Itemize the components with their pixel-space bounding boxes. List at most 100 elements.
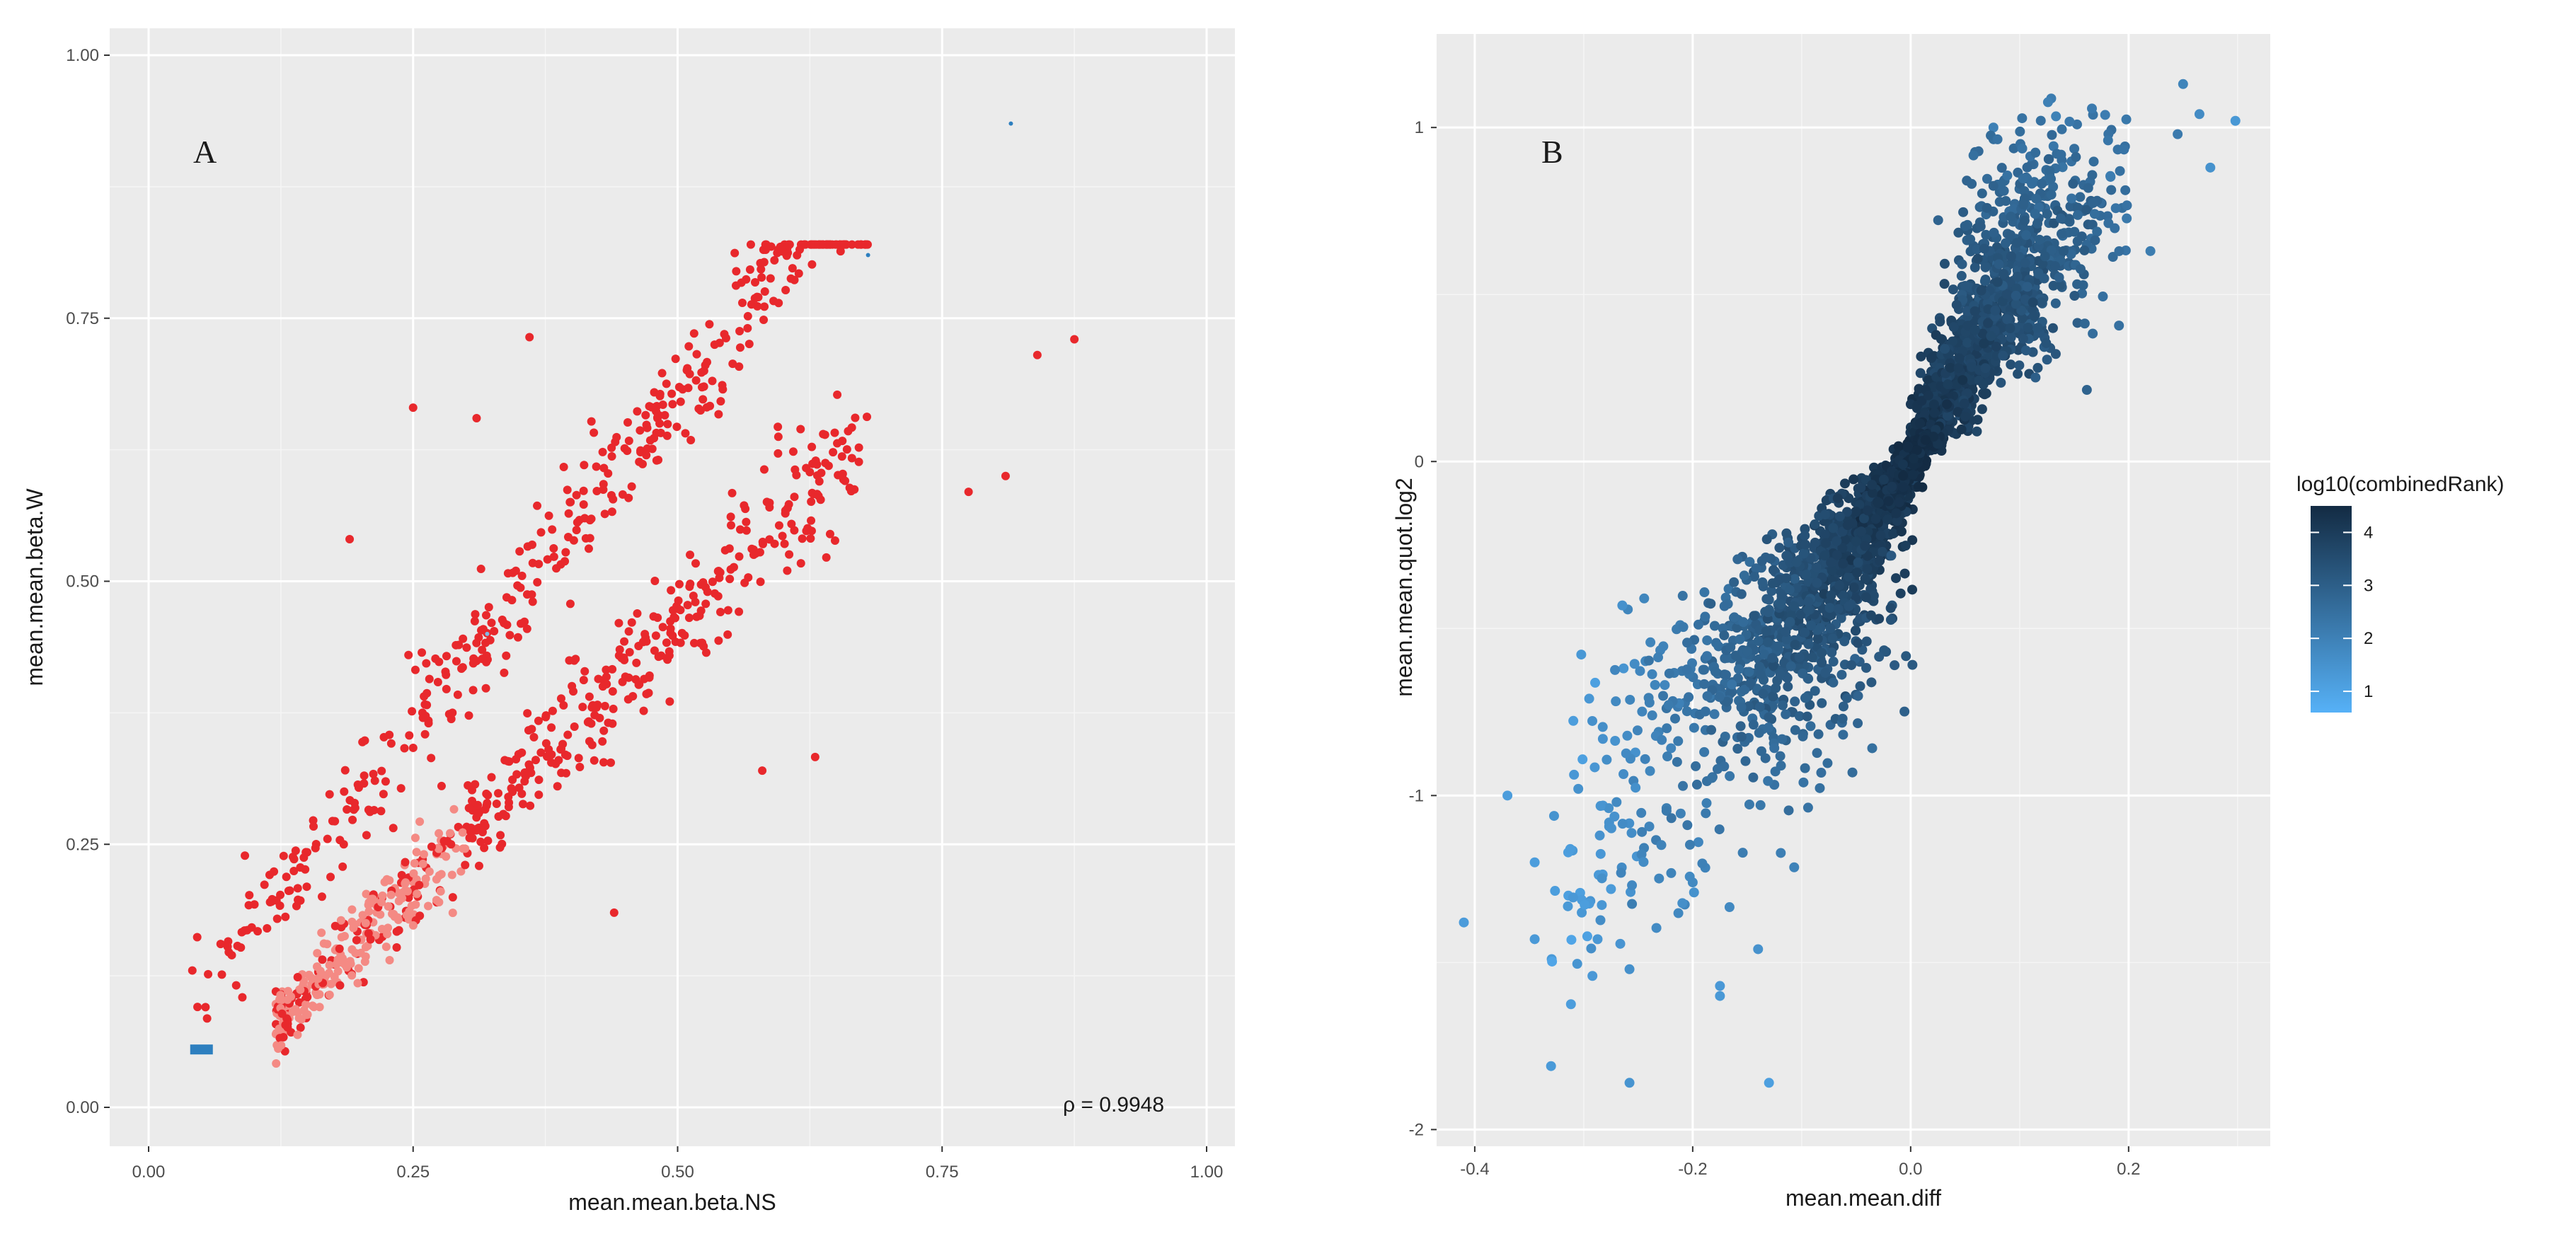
panel-b-point	[1660, 680, 1670, 691]
panel-b-point	[2017, 143, 2028, 154]
panel-b-point-sparse	[1597, 873, 1607, 884]
panel-a-point-lower	[507, 784, 516, 793]
panel-b-point-sparse	[1666, 813, 1677, 824]
panel-a-point-lower	[447, 870, 456, 880]
panel-a-point-outlier	[758, 766, 767, 775]
panel-a-point-lower	[335, 981, 345, 990]
panel-b-point	[1928, 432, 1939, 442]
panel-b-point-sparse	[1847, 767, 1858, 778]
panel-a-point-lower	[571, 655, 580, 664]
panel-a-point-lower	[822, 553, 831, 562]
panel-a-point-lower	[830, 536, 839, 545]
panel-a-point-lower	[483, 836, 493, 846]
panel-b-point-sparse	[1595, 915, 1606, 925]
panel-a-point-lower	[378, 891, 387, 900]
panel-a-point-lower	[744, 573, 753, 582]
panel-b-point	[1768, 691, 1778, 702]
panel-a-point-lower	[419, 850, 428, 859]
legend-tick-label: 4	[2364, 523, 2373, 542]
panel-b-point-sparse	[1720, 732, 1730, 742]
panel-b-point-sparse	[1853, 718, 1863, 729]
panel-a-point-lower	[519, 800, 528, 809]
panel-b-point	[1907, 584, 1918, 595]
panel-a-x-axis-title: mean.mean.beta.NS	[568, 1189, 776, 1215]
panel-a-point-lower	[418, 859, 427, 868]
panel-b-point-sparse	[1657, 734, 1667, 745]
panel-a-point-upper	[563, 485, 572, 495]
panel-b-point	[1719, 630, 1730, 640]
panel-b-point	[1873, 497, 1883, 508]
panel-b-point-sparse	[1764, 712, 1774, 722]
panel-b-point	[1907, 659, 1918, 670]
panel-a-point-lower	[548, 706, 557, 715]
panel-a-point-upper	[655, 410, 664, 420]
panel-b-point	[2071, 151, 2081, 162]
panel-a-point-upper	[565, 599, 575, 609]
panel-a-point-lower	[608, 664, 617, 674]
panel-b-point-sparse	[2031, 193, 2042, 204]
panel-a-point-lower	[435, 871, 444, 880]
panel-b-point	[1896, 526, 1907, 537]
panel-b-point	[1794, 652, 1805, 662]
panel-b-point	[2012, 271, 2023, 282]
panel-a-point-upper	[584, 544, 593, 553]
panel-b-point	[1677, 591, 1688, 601]
panel-b-point	[1838, 590, 1848, 601]
panel-a-x-tick-label: 0.75	[926, 1163, 959, 1182]
panel-a-point-upper	[684, 342, 694, 351]
panel-a-point-lower	[774, 432, 783, 442]
panel-b-point	[1867, 480, 1878, 490]
panel-a-point-upper	[746, 240, 755, 249]
panel-b-point-sparse	[1639, 593, 1650, 604]
panel-b-point-sparse	[1976, 285, 1986, 296]
panel-a-point-outlier	[609, 908, 619, 917]
panel-a-point-upper	[478, 625, 488, 634]
panel-a-point-upper	[790, 275, 799, 284]
panel-b-point	[1953, 407, 1963, 417]
panel-a-point-lower	[599, 758, 609, 767]
panel-b-point	[1774, 543, 1785, 553]
panel-b-point-sparse	[1702, 651, 1713, 662]
panel-b-point	[1878, 474, 1889, 485]
panel-a-point-upper	[579, 486, 588, 495]
panel-a-point-upper	[720, 330, 729, 339]
legend-colorbar	[2311, 506, 2352, 713]
panel-a-point-upper	[735, 326, 744, 335]
panel-a-point-upper	[447, 715, 456, 724]
panel-b-point	[1735, 721, 1746, 732]
panel-a-point-upper	[453, 690, 462, 699]
panel-b-point-sparse	[1621, 748, 1631, 759]
panel-a-point-upper	[517, 571, 527, 580]
panel-a-point-upper	[757, 273, 766, 282]
panel-a-point-upper	[587, 514, 596, 524]
panel-a-point-lower	[461, 844, 470, 853]
panel-b-point	[1706, 725, 1717, 735]
panel-a-point-lower	[386, 890, 396, 899]
panel-b-point-sparse	[2083, 183, 2093, 193]
panel-b-point-outlier	[1624, 1078, 1635, 1088]
panel-a-point-lower	[842, 445, 851, 454]
panel-b-point-sparse	[1606, 823, 1616, 834]
panel-b-point-sparse	[1975, 221, 1986, 232]
panel-a-point-lower	[296, 985, 305, 994]
panel-b-point	[1790, 725, 1800, 735]
panel-b-point-sparse	[1776, 599, 1786, 609]
panel-b-point	[2030, 209, 2040, 219]
panel-b-point	[1732, 744, 1743, 754]
panel-b-point-sparse	[1812, 633, 1823, 644]
panel-a-point-lower	[449, 805, 459, 814]
panel-a-point-upper	[500, 668, 509, 677]
panel-a-point-upper	[745, 265, 754, 274]
panel-a-point-lower	[815, 477, 824, 486]
panel-b-point-sparse	[1666, 743, 1677, 754]
panel-a-point-lower	[524, 760, 534, 769]
panel-b-point	[1819, 529, 1830, 540]
panel-b-point-outlier	[1624, 964, 1635, 974]
panel-b-point	[1933, 215, 1943, 226]
panel-b-point	[1755, 669, 1766, 680]
panel-a-point-outlier	[408, 403, 418, 413]
panel-a-point-lower	[415, 911, 425, 921]
panel-b-point-sparse	[1744, 701, 1754, 712]
panel-b-point-sparse	[1740, 684, 1750, 695]
panel-a-point-upper	[408, 743, 418, 752]
